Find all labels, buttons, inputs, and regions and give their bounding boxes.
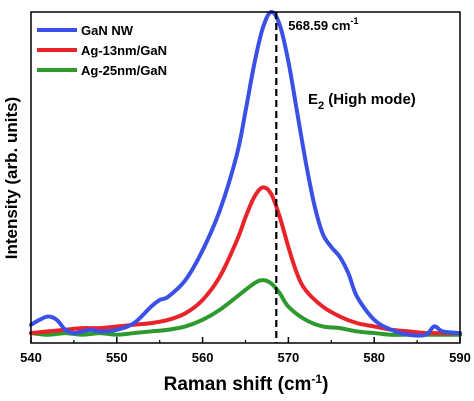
x-tick-label: 560: [192, 350, 214, 365]
x-axis-title-sup: -1: [311, 372, 322, 386]
x-tick-label: 590: [449, 350, 471, 365]
legend-label: Ag-13nm/GaN: [81, 43, 167, 58]
legend-label: GaN NW: [81, 23, 134, 38]
peak-label-sup: -1: [350, 16, 358, 26]
plot-frame: [30, 11, 461, 344]
x-axis-title: Raman shift (cm-1): [164, 372, 329, 395]
mode-label-rest: (High mode): [324, 91, 416, 108]
series-line-gan-nw: [29, 10, 462, 338]
series-line-ag-13nm-gan: [29, 185, 462, 336]
peak-label-main: 568.59 cm: [288, 18, 350, 33]
y-axis-title: Intensity (arb. units): [2, 97, 21, 259]
x-tick-label: 580: [363, 350, 385, 365]
peak-position-label: 568.59 cm-1: [288, 16, 358, 33]
plot-layer: [29, 10, 462, 338]
x-axis-title-main: Raman shift (cm: [164, 374, 312, 395]
mode-label: E2 (High mode): [308, 91, 416, 112]
mode-label-main: E: [308, 91, 318, 108]
x-axis-ticks: 540 550 560 570 580 590: [20, 337, 471, 365]
series-line-ag-25nm-gan: [29, 278, 462, 337]
mode-label-sub: 2: [318, 100, 324, 112]
x-axis-title-end: ): [322, 374, 328, 395]
x-tick-label: 540: [20, 350, 42, 365]
x-tick-label: 570: [278, 350, 300, 365]
x-tick-label: 550: [106, 350, 128, 365]
legend-label: Ag-25nm/GaN: [81, 63, 167, 78]
legend: GaN NW Ag-13nm/GaN Ag-25nm/GaN: [37, 23, 167, 78]
